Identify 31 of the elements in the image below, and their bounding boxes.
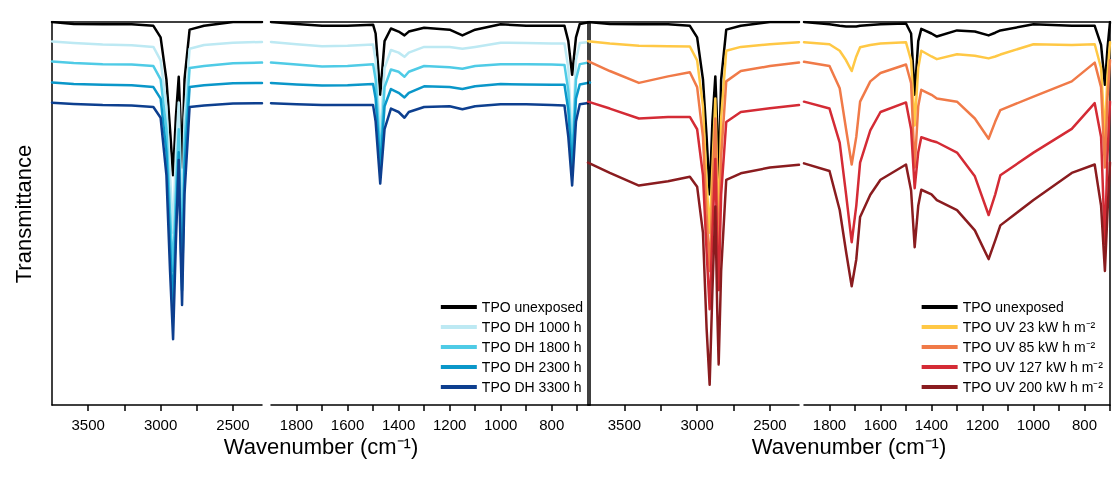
x-tick-label: 800: [539, 416, 565, 433]
legend-label: TPO unexposed: [962, 299, 1064, 315]
x-tick-label: 3000: [143, 416, 178, 433]
y-axis-title: Transmittance: [11, 144, 37, 283]
x-tick-label: 1600: [330, 416, 365, 433]
legend-label: TPO DH 2300 h: [481, 359, 582, 375]
x-tick-label: 1800: [812, 416, 847, 433]
x-tick-label: 2500: [753, 416, 787, 433]
x-tick-label: 2500: [216, 416, 250, 433]
legend-label: TPO UV 23 kW h m⁻²: [962, 319, 1096, 335]
x-tick-label: 3500: [607, 416, 642, 433]
x-tick-label: 1000: [483, 416, 518, 433]
x-tick-label: 1200: [965, 416, 1000, 433]
x-tick-label: 1400: [914, 416, 949, 433]
x-tick-label: 3500: [71, 416, 105, 433]
x-tick-label: 1000: [1016, 416, 1051, 433]
x-tick-label: 1600: [863, 416, 898, 433]
legend-label: TPO DH 3300 h: [481, 379, 582, 395]
legend-label: TPO UV 85 kW h m⁻²: [962, 339, 1096, 355]
legend-label: TPO unexposed: [481, 299, 583, 315]
x-tick-label: 1800: [279, 416, 314, 433]
legend-label: TPO DH 1800 h: [481, 339, 582, 355]
legend-label: TPO UV 127 kW h m⁻²: [962, 359, 1104, 375]
x-axis-title: Wavenumber (cm⁻¹): [223, 434, 419, 459]
x-tick-label: 3000: [680, 416, 714, 433]
x-tick-label: 1400: [381, 416, 416, 433]
x-axis-title: Wavenumber (cm⁻¹): [751, 434, 947, 459]
legend-label: TPO UV 200 kW h m⁻²: [962, 379, 1104, 395]
x-tick-label: 1200: [432, 416, 467, 433]
x-tick-label: 800: [1071, 416, 1098, 433]
legend-label: TPO DH 1000 h: [481, 319, 582, 335]
